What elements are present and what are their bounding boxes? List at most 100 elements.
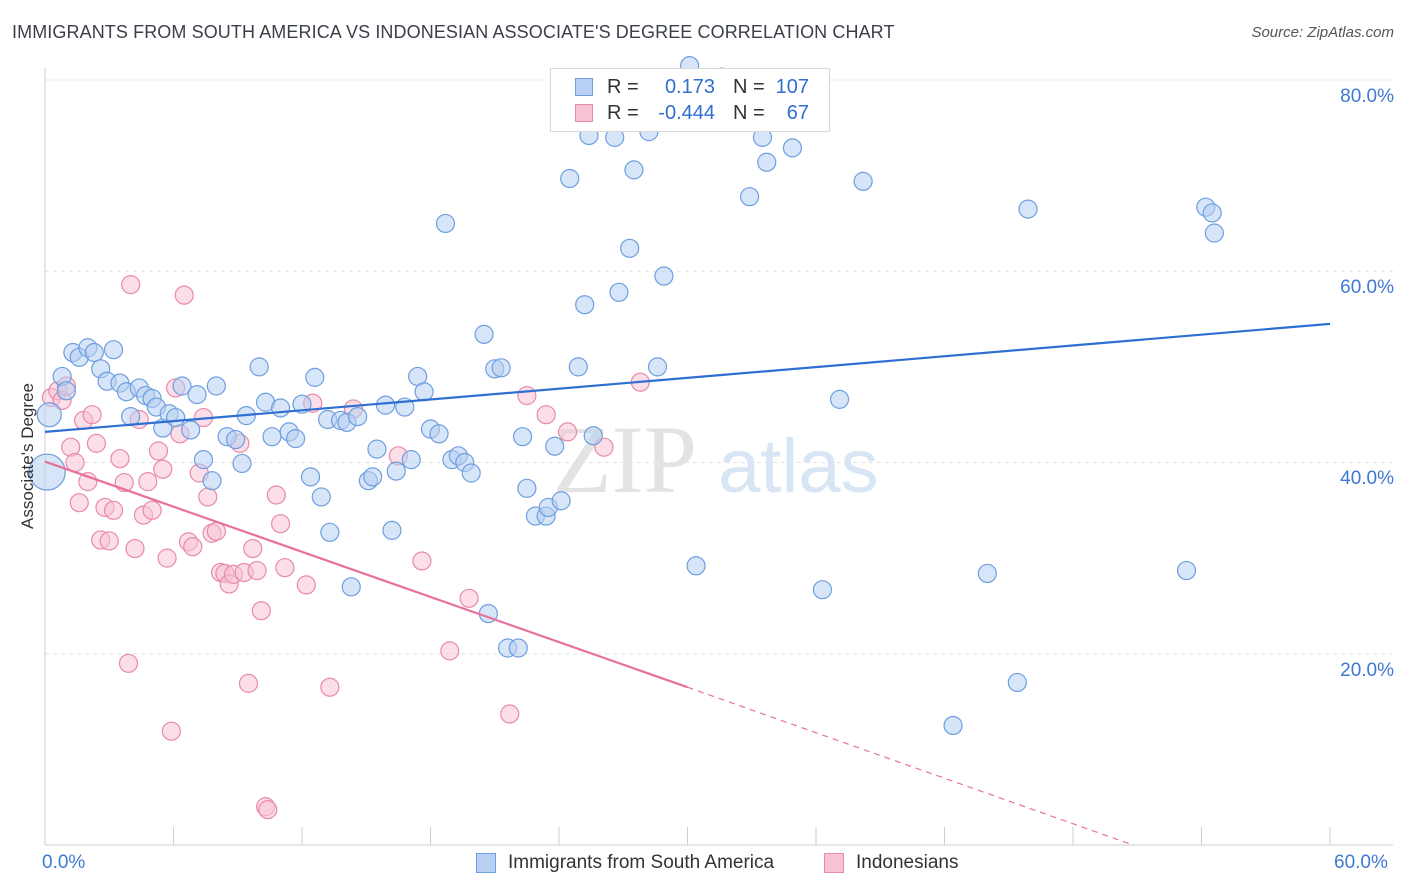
south-america-point [461,463,481,483]
south-america-point [311,487,331,507]
legend-swatch-pink [575,104,593,122]
indonesians-point [103,500,124,520]
south-america-point [609,282,629,302]
south-america-point [829,389,850,409]
watermark-zip: ZIP [553,406,697,513]
legend-item-south-america: Immigrants from South America [476,852,774,874]
indonesians-point [517,385,537,406]
south-america-point [226,429,246,450]
indonesians-point [183,537,203,557]
south-america-point [56,381,77,401]
south-america-point [1176,560,1197,581]
legend-swatch-blue [575,78,593,96]
x-tick-label: 60.0% [1334,852,1388,873]
south-america-point [740,187,760,207]
watermark: ZIP atlas [553,406,879,513]
south-america-point [363,467,383,487]
south-america-point [812,580,833,600]
x-tick-label: 0.0% [42,852,86,873]
south-america-point [28,453,66,491]
south-america-point [508,638,528,658]
legend-row-south-america: R = 0.173 N = 107 [575,75,809,99]
south-america-point [292,394,312,414]
legend-label: Immigrants from South America [508,852,775,873]
indonesians-point [270,514,291,534]
indonesians-point [153,459,173,479]
south-america-point [382,520,402,540]
south-america-point [517,478,537,498]
south-america-point [620,238,640,258]
indonesians-point [99,531,119,551]
south-america-point [270,398,291,418]
correlation-legend: R = 0.173 N = 107 R = -0.444 N = 67 [550,68,830,132]
r-label: R = [607,101,639,124]
south-america-point [977,563,997,584]
south-america-point [341,577,361,597]
indonesians-point [198,487,218,507]
legend-swatch-blue [476,853,496,873]
legend-row-indonesians: R = -0.444 N = 67 [575,101,809,125]
south-america-point [686,556,706,576]
indonesians-point [320,677,340,697]
south-america-point [84,342,104,363]
south-america-point [551,491,571,511]
south-america-point [568,357,588,377]
indonesians-point [536,405,556,425]
south-america-point [300,467,321,487]
indonesians-trend-extension [687,686,1134,846]
indonesians-point [69,493,89,513]
indonesians-point [275,558,295,578]
trend-lines [44,322,1331,846]
south-america-point [853,171,873,191]
south-america-point [575,295,595,315]
n-label: N = [733,75,765,98]
south-america-point [367,439,387,459]
south-america-point [262,427,282,447]
legend-item-indonesians: Indonesians [824,852,958,874]
south-america-point [386,461,406,481]
indonesians-point [121,275,141,295]
south-america-point [181,420,201,440]
south-america-point [757,152,777,172]
n-value: 67 [786,101,809,124]
south-america-point [206,376,226,396]
indonesians-point [86,433,107,453]
south-america-trend-line [44,322,1331,433]
indonesians-point [266,485,286,505]
south-america-point [375,395,396,415]
south-america-point [36,402,62,428]
indonesians-point [296,575,316,595]
south-america-point [1018,199,1038,219]
indonesians-point [138,472,158,492]
south-america-point [943,715,963,736]
south-america-point [232,453,252,474]
south-america-point [647,357,668,377]
south-america-point [583,426,603,446]
south-america-point [166,407,186,428]
south-america-point [512,427,533,447]
south-america-point [103,340,124,360]
south-america-point [305,367,325,387]
south-america-point [560,168,580,189]
indonesians-point [459,588,479,608]
chart-title: IMMIGRANTS FROM SOUTH AMERICA VS INDONES… [12,22,895,42]
south-america-point [1204,223,1224,243]
south-america-point [414,382,434,402]
series-legend: Immigrants from South America Indonesian… [0,852,1406,878]
indonesians-point [142,500,162,520]
south-america-point [1007,672,1027,693]
indonesians-point [238,673,259,693]
indonesians-point [500,704,520,724]
south-america-point [782,138,803,158]
indonesians-point [247,560,267,581]
south-america-point [348,407,368,427]
south-america-point [285,428,306,449]
y-tick-label: 20.0% [1340,660,1394,681]
south-america-point [474,324,494,344]
y-tick-label: 40.0% [1340,468,1394,489]
south-america-point [429,424,449,444]
indonesians-point [258,800,278,820]
south-america-point [654,266,674,286]
indonesians-trend-line [44,460,688,689]
legend-label: Indonesians [856,852,959,873]
